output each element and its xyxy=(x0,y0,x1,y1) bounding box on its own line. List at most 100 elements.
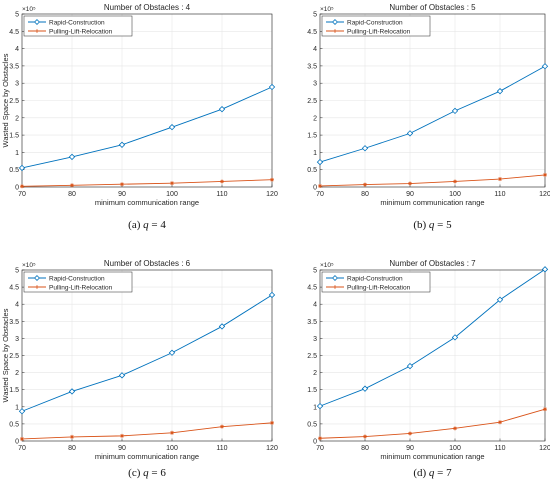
y-tick-label: 3 xyxy=(313,81,317,88)
y-tick-label: 1.5 xyxy=(9,387,19,394)
legend: Rapid-Construction Pulling-Lift-Relocatio… xyxy=(23,271,133,293)
x-tick-label: 120 xyxy=(539,445,550,452)
y-tick-label: 0.5 xyxy=(9,421,19,428)
x-tick-label: 100 xyxy=(449,445,461,452)
legend-label: Rapid-Construction xyxy=(347,275,403,282)
data-point-pulling-lift-relocation xyxy=(363,182,367,187)
data-point-rapid-construction xyxy=(68,388,76,395)
legend-label: Pulling-Lift-Relocation xyxy=(347,284,411,291)
data-point-pulling-lift-relocation xyxy=(170,430,174,435)
legend-marker-diamond xyxy=(34,275,40,281)
data-point-rapid-construction xyxy=(118,141,126,148)
legend: Rapid-Construction Pulling-Lift-Relocatio… xyxy=(321,15,431,37)
y-tick-label: 2 xyxy=(15,370,19,377)
plot-title: Number of Obstacles : 4 xyxy=(104,3,191,12)
data-point-rapid-construction xyxy=(451,107,459,115)
x-tick-label: 80 xyxy=(361,191,369,198)
marker-stroke xyxy=(363,434,367,439)
y-axis-label: Wasted Space by Obstacles xyxy=(1,308,10,402)
legend-box xyxy=(23,15,133,37)
y-tick-label: 5 xyxy=(15,268,19,275)
y-tick-label: 2.5 xyxy=(307,353,317,360)
y-tick-label: 0 xyxy=(15,439,19,446)
y-exponent-label: ×10⁵ xyxy=(22,6,36,13)
x-tick-label: 110 xyxy=(494,191,505,198)
y-tick-label: 3 xyxy=(313,336,317,343)
series-line-rapid-construction xyxy=(319,268,546,407)
data-point-rapid-construction xyxy=(218,105,226,113)
subfigure-caption: (c) q = 6 xyxy=(128,467,166,479)
y-tick-label: 3.5 xyxy=(307,63,317,70)
series-line-pulling-lift-relocation xyxy=(319,408,546,439)
data-point-pulling-lift-relocation xyxy=(120,182,124,187)
marker-stroke xyxy=(220,179,224,184)
y-tick-label: 2 xyxy=(313,370,317,377)
data-point-rapid-construction xyxy=(496,87,504,95)
y-tick-label: 4 xyxy=(313,46,317,53)
marker-stroke xyxy=(543,173,547,177)
marker-stroke xyxy=(270,421,274,425)
marker-stroke xyxy=(70,435,74,439)
marker-stroke xyxy=(70,183,74,187)
x-tick-label: 120 xyxy=(539,191,550,198)
x-tick-label: 80 xyxy=(68,445,76,452)
x-tick-label: 110 xyxy=(494,445,505,452)
data-point-pulling-lift-relocation xyxy=(318,436,322,441)
marker-stroke xyxy=(453,426,457,430)
data-point-pulling-lift-relocation xyxy=(170,181,174,186)
y-tick-label: 0 xyxy=(15,185,19,192)
y-tick-label: 3 xyxy=(15,336,19,343)
data-point-pulling-lift-relocation xyxy=(220,424,224,429)
caption-variable: q xyxy=(143,219,149,231)
y-tick-label: 0.5 xyxy=(9,167,19,174)
x-tick-label: 70 xyxy=(316,191,324,198)
legend-marker-diamond xyxy=(34,19,40,25)
data-point-rapid-construction xyxy=(316,158,324,166)
y-tick-label: 5 xyxy=(15,12,19,19)
caption-label: (c) xyxy=(128,467,143,479)
marker-stroke xyxy=(318,436,322,440)
x-tick-label: 100 xyxy=(449,191,461,198)
data-point-rapid-construction xyxy=(406,362,414,370)
x-tick-label: 120 xyxy=(266,445,278,452)
x-tick-label: 80 xyxy=(68,191,76,198)
data-point-rapid-construction xyxy=(361,145,369,152)
marker-stroke xyxy=(170,181,174,185)
data-point-rapid-construction xyxy=(451,334,459,341)
marker-stroke xyxy=(498,420,502,424)
y-tick-label: 1.5 xyxy=(307,387,317,394)
y-tick-label: 3 xyxy=(15,81,19,88)
series-line-rapid-construction xyxy=(319,65,546,163)
data-point-pulling-lift-relocation xyxy=(543,407,547,412)
y-tick-label: 1 xyxy=(15,404,19,411)
data-point-rapid-construction xyxy=(541,266,549,273)
x-tick-label: 70 xyxy=(18,445,26,452)
y-exponent-label: ×10⁵ xyxy=(320,262,334,269)
marker-stroke xyxy=(170,431,174,435)
y-tick-label: 1 xyxy=(313,150,317,157)
data-point-rapid-construction xyxy=(268,83,276,91)
caption-value: = 4 xyxy=(149,219,167,231)
x-tick-label: 90 xyxy=(406,445,414,452)
data-point-pulling-lift-relocation xyxy=(120,433,124,438)
caption-label: (d) xyxy=(413,467,429,479)
y-tick-label: 0.5 xyxy=(307,167,317,174)
data-point-rapid-construction xyxy=(118,372,126,379)
legend-label: Pulling-Lift-Relocation xyxy=(49,28,113,35)
legend-box xyxy=(23,271,133,293)
y-tick-label: 0 xyxy=(313,439,317,446)
y-tick-label: 3.5 xyxy=(9,63,19,70)
data-point-pulling-lift-relocation xyxy=(363,434,367,439)
data-point-rapid-construction xyxy=(406,130,414,137)
subfigure-caption: (d) q = 7 xyxy=(413,467,452,479)
y-tick-label: 4 xyxy=(15,302,19,309)
plot-title: Number of Obstacles : 7 xyxy=(389,259,476,268)
marker-stroke xyxy=(453,179,457,184)
marker-stroke xyxy=(120,182,124,186)
legend-label: Pulling-Lift-Relocation xyxy=(347,28,411,35)
y-tick-label: 5 xyxy=(313,12,317,19)
x-tick-label: 100 xyxy=(166,191,178,198)
marker-stroke xyxy=(318,184,322,188)
marker-stroke xyxy=(120,434,124,438)
y-axis-label: Wasted Space by Obstacles xyxy=(1,53,10,147)
